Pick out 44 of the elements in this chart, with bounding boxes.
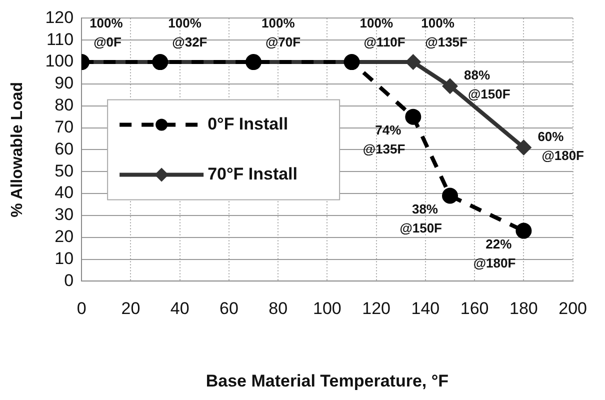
point xyxy=(442,78,458,94)
x-tick-label: 180 xyxy=(510,299,538,318)
point xyxy=(516,222,532,239)
x-tick-label: 20 xyxy=(121,299,140,318)
y-axis-title: % Allowable Load xyxy=(9,82,26,218)
annotation: 38% @150F xyxy=(400,201,442,236)
annotation: 100% @110F xyxy=(360,16,406,50)
x-tick-label: 100 xyxy=(313,299,342,318)
y-tick-label: 100 xyxy=(45,52,74,71)
x-tick-label: 80 xyxy=(268,299,288,318)
annotation: 88% @150F xyxy=(464,68,510,102)
x-tick-label: 200 xyxy=(558,299,588,318)
annotation: 100% @32F xyxy=(168,16,208,50)
y-tick-label: 50 xyxy=(54,161,74,180)
y-tick-label: 10 xyxy=(54,248,74,268)
y-tick-label: 110 xyxy=(46,30,74,49)
annotation: 60% @180F xyxy=(538,129,584,164)
point xyxy=(405,54,422,70)
point xyxy=(516,140,532,156)
y-tick-label: 0 xyxy=(64,270,74,290)
y-tick-label: 120 xyxy=(45,8,74,27)
y-tick-label: 60 xyxy=(54,139,74,158)
y-tick-label: 80 xyxy=(54,96,74,115)
annotation: 100% @135F xyxy=(421,16,468,50)
y-tick-label: 30 xyxy=(54,205,74,224)
x-tick-label: 40 xyxy=(170,299,190,318)
legend-label: 0°F Install xyxy=(208,114,288,134)
x-tick-label: 120 xyxy=(362,299,391,318)
annotation: 22% @180F xyxy=(473,236,516,270)
y-tick-label: 40 xyxy=(54,183,74,202)
legend-label: 70°F Install xyxy=(208,164,298,184)
x-tick-label: 160 xyxy=(460,299,489,318)
y-tick-label: 70 xyxy=(54,117,74,136)
annotation: 100% @70F xyxy=(262,16,301,50)
annotation: 100% @0F xyxy=(90,16,124,50)
x-axis-title: Base Material Temperature, °F xyxy=(206,371,449,390)
point xyxy=(405,108,422,125)
x-tick-label: 0 xyxy=(76,299,86,318)
y-tick-label: 90 xyxy=(54,74,74,93)
annotation: 74% @135F xyxy=(362,122,406,156)
x-tick-label: 60 xyxy=(219,299,238,318)
point xyxy=(442,188,458,204)
x-tick-label: 140 xyxy=(411,299,440,318)
y-tick-label: 20 xyxy=(54,227,74,246)
